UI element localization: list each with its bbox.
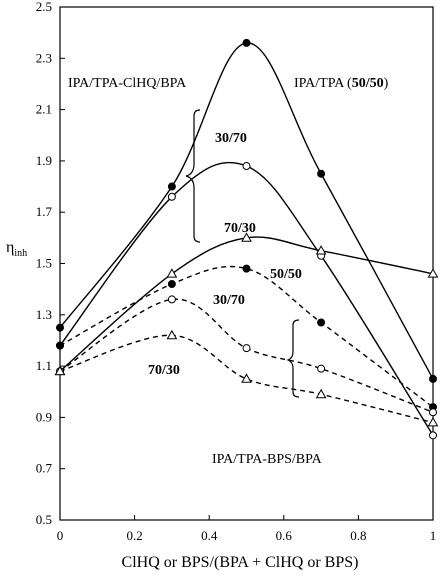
series-line-1 bbox=[59, 42, 434, 380]
axes: 0.5 0.7 0.9 1.1 1.3 1.5 1.7 1.9 2.1 2.3 2.5 0 0.2 0.4… bbox=[36, 0, 437, 543]
data-point-filled-circle bbox=[317, 318, 326, 327]
data-point-open-circle bbox=[429, 408, 437, 417]
y-tick-label: 0.5 bbox=[36, 512, 52, 527]
x-tick-label: 0.8 bbox=[350, 528, 366, 543]
brace-top bbox=[185, 109, 201, 243]
y-axis-label-main: η bbox=[6, 239, 14, 256]
series-line-5 bbox=[59, 298, 434, 413]
y-tick-label: 1.1 bbox=[36, 358, 52, 373]
x-tick-label: 0 bbox=[57, 528, 64, 543]
y-tick-label: 0.9 bbox=[36, 409, 52, 424]
series-line-3 bbox=[59, 236, 434, 372]
data-point-open-triangle bbox=[54, 365, 66, 376]
y-tick-label: 2.3 bbox=[36, 50, 52, 65]
annotation-ratio-prefix: IPA/TPA ( bbox=[294, 76, 352, 91]
data-point-open-triangle bbox=[166, 329, 178, 340]
data-point-open-triangle bbox=[166, 268, 178, 278]
label-layer: ClHQ or BPS/(BPA + ClHQ or BPS) ηinh bbox=[6, 239, 358, 571]
y-tick-label: 1.5 bbox=[36, 256, 52, 271]
annotation-70-30-top: 70/30 bbox=[224, 221, 256, 236]
data-point-filled-circle bbox=[56, 323, 64, 332]
data-point-open-triangle bbox=[315, 245, 327, 255]
annotation-layer: IPA/TPA-ClHQ/BPA IPA/TPA (50/50) 30/70 7… bbox=[68, 76, 389, 467]
data-point-filled-circle bbox=[167, 182, 176, 191]
y-tick-label: 1.3 bbox=[36, 307, 52, 322]
y-tick-label: 2.5 bbox=[36, 0, 52, 14]
marker-layer bbox=[54, 38, 439, 440]
data-point-open-triangle bbox=[427, 268, 439, 278]
data-point-open-triangle bbox=[427, 417, 439, 427]
data-point-open-circle bbox=[429, 431, 437, 440]
y-tick-label: 1.7 bbox=[36, 204, 53, 219]
data-point-open-circle bbox=[317, 364, 326, 373]
x-tick-label: 1 bbox=[430, 528, 437, 543]
x-tick-label: 0.6 bbox=[276, 528, 293, 543]
y-axis-label: ηinh bbox=[6, 239, 27, 259]
data-point-open-triangle bbox=[315, 388, 327, 399]
annotation-50-50-bps: 50/50 bbox=[270, 267, 302, 282]
annotation-group-clhq: IPA/TPA-ClHQ/BPA bbox=[68, 76, 187, 91]
series-line-6 bbox=[59, 334, 434, 424]
annotation-ratio-50-50: IPA/TPA (50/50) bbox=[294, 76, 389, 91]
annotation-group-bps: IPA/TPA-BPS/BPA bbox=[212, 452, 323, 467]
y-tick-label: 1.9 bbox=[36, 153, 52, 168]
series-line-4 bbox=[59, 265, 434, 408]
x-axis-label: ClHQ or BPS/(BPA + ClHQ or BPS) bbox=[122, 554, 359, 571]
data-point-open-circle bbox=[242, 162, 251, 171]
data-point-open-triangle bbox=[241, 232, 252, 242]
data-point-filled-circle bbox=[429, 374, 437, 383]
data-point-open-circle bbox=[167, 192, 176, 201]
data-point-filled-circle bbox=[317, 169, 326, 178]
data-point-open-circle bbox=[167, 295, 176, 304]
data-point-filled-circle bbox=[242, 38, 251, 47]
annotation-30-70-bps: 30/70 bbox=[213, 293, 245, 308]
x-tick-label: 0.2 bbox=[126, 528, 142, 543]
annotation-ratio-suffix: ) bbox=[384, 76, 389, 91]
brace-bottom bbox=[286, 319, 300, 398]
annotation-70-30-bps: 70/30 bbox=[148, 363, 180, 378]
data-point-open-circle bbox=[242, 344, 251, 353]
y-tick-label: 2.1 bbox=[36, 102, 52, 117]
x-tick-label: 0.4 bbox=[201, 528, 218, 543]
series-line-2 bbox=[59, 161, 434, 436]
annotation-30-70-top: 30/70 bbox=[215, 131, 247, 146]
data-point-filled-circle bbox=[167, 280, 176, 289]
data-point-filled-circle bbox=[242, 264, 251, 273]
annotation-ratio-bold: 50/50 bbox=[352, 76, 384, 91]
y-tick-label: 0.7 bbox=[36, 461, 53, 476]
data-point-open-triangle bbox=[241, 373, 252, 383]
data-point-filled-circle bbox=[56, 341, 64, 350]
y-axis-label-subscript: inh bbox=[14, 248, 27, 259]
